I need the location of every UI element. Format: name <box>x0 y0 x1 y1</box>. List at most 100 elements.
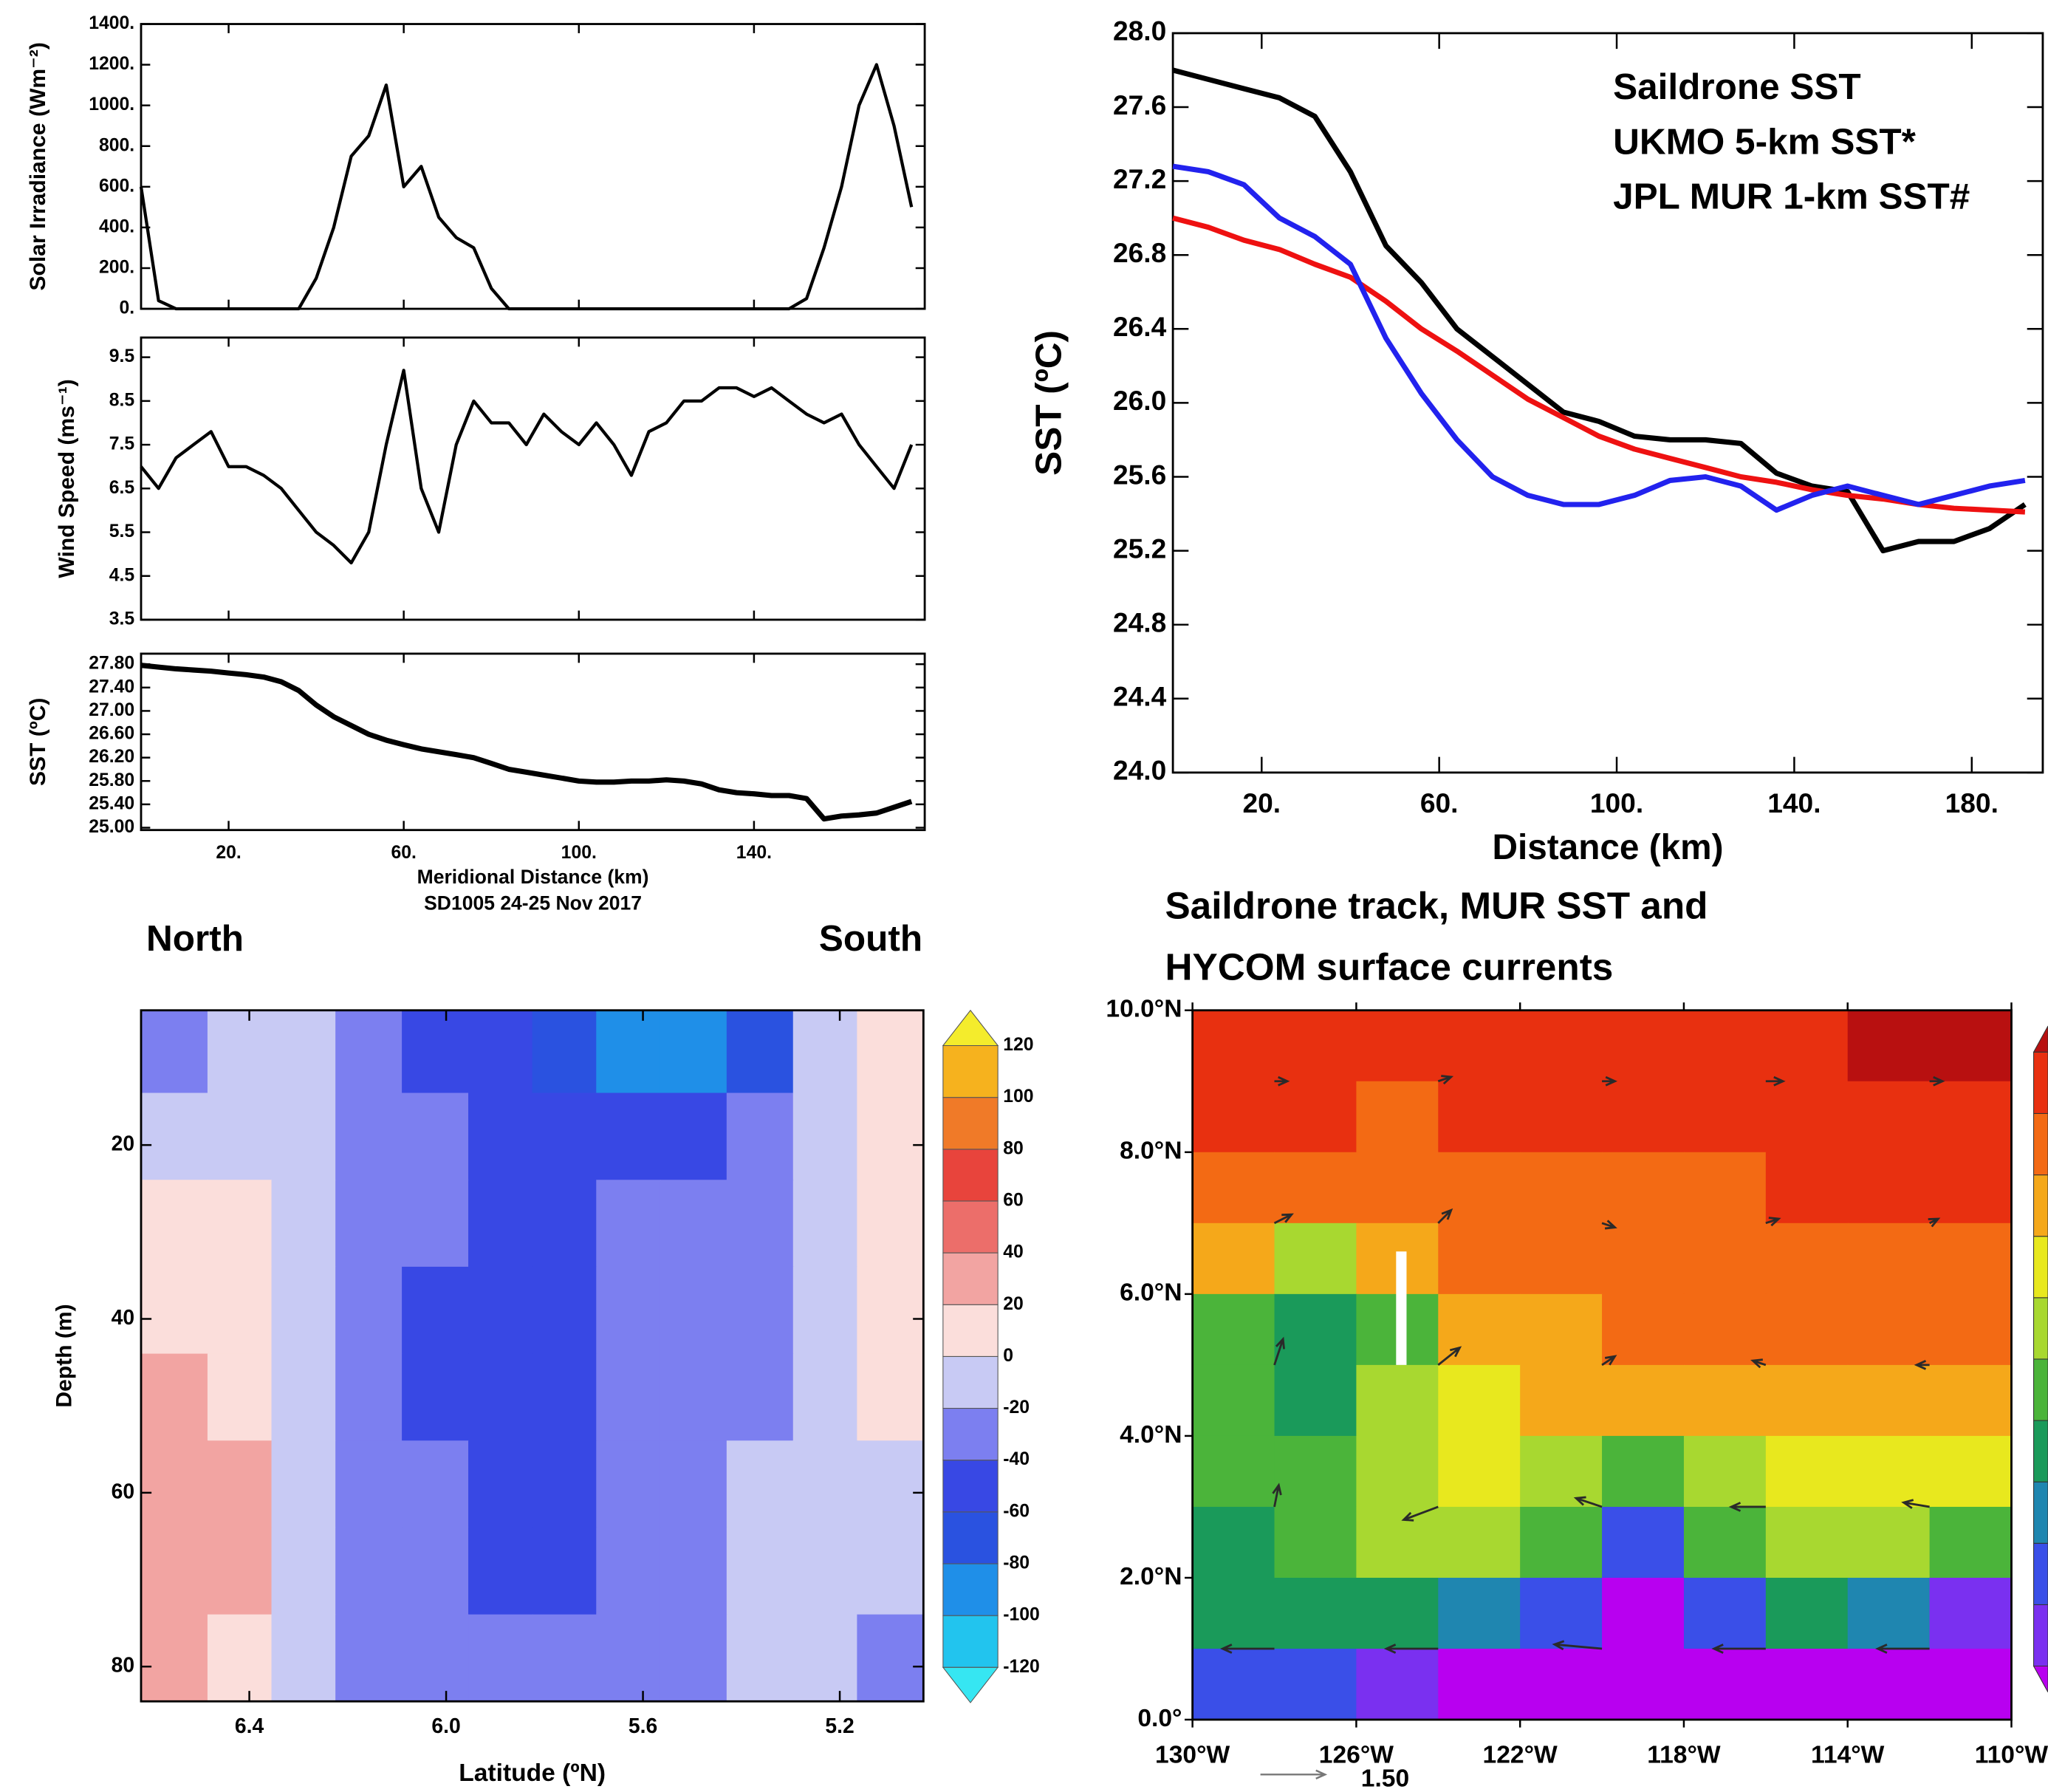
contour-cell <box>857 1614 924 1702</box>
sst-cell <box>1192 1506 1275 1579</box>
contour-cell <box>402 1180 469 1268</box>
sst-cell <box>1438 1649 1521 1720</box>
y-tick-label: 27.2 <box>1113 163 1166 194</box>
chart-title: Saildrone track, MUR SST and <box>1165 884 1708 926</box>
sst-cell <box>1520 1010 1603 1082</box>
contour-cell <box>468 1440 533 1528</box>
current-vector <box>1274 1075 1290 1087</box>
current-vector <box>1750 1358 1767 1369</box>
y-tick-label: 7.5 <box>109 434 135 454</box>
sst-cell <box>1847 1506 1931 1579</box>
contour-cell <box>726 1440 794 1528</box>
y-tick-label: 5.5 <box>109 521 135 541</box>
colorbar-tick-label: 100 <box>1003 1087 1033 1107</box>
y-tick-label: 8.5 <box>109 390 135 410</box>
map-field <box>1192 1010 2012 1720</box>
colorbar-tick-label: 20 <box>1003 1294 1024 1314</box>
legend-entry: Saildrone SST <box>1613 66 1861 107</box>
sst-cell <box>1356 1010 1439 1082</box>
contour-cell <box>726 1266 794 1355</box>
sst-cell <box>1683 1222 1767 1295</box>
sst-cell <box>1765 1577 1849 1649</box>
sst-cell <box>1683 1506 1767 1579</box>
y-tick-label: 25.80 <box>89 770 134 790</box>
sst-cell <box>1765 1152 1849 1224</box>
colorbar-tick-label: 40 <box>1003 1242 1024 1262</box>
y-axis-label: SST (ºC) <box>1029 330 1069 476</box>
sst-cell <box>1274 1152 1357 1224</box>
x-tick-label: 140. <box>736 843 772 863</box>
contour-cell <box>660 1614 727 1702</box>
contour-cell <box>140 1266 208 1355</box>
contour-cell <box>468 1353 533 1442</box>
contour-cell <box>792 1092 858 1181</box>
contour-cell <box>857 1266 924 1355</box>
y-tick-label: 27.6 <box>1113 89 1166 120</box>
sst-cell <box>1520 1506 1603 1579</box>
contour-cell <box>468 1180 533 1268</box>
current-vector <box>1273 1213 1294 1225</box>
contour-cell <box>532 1440 597 1528</box>
contour-field <box>140 1010 924 1702</box>
contour-cell <box>726 1353 794 1442</box>
y-tick-label: 9.5 <box>109 346 135 366</box>
sst-cell <box>1274 1010 1357 1082</box>
current-vector <box>1929 1075 1945 1087</box>
current-vector <box>1765 1075 1786 1087</box>
contour-cell <box>857 1092 924 1181</box>
contour-cell <box>207 1092 273 1181</box>
contour-cell <box>140 1440 208 1528</box>
x-tick-label: 60. <box>391 843 416 863</box>
colorbar-segment <box>942 1615 999 1668</box>
sst-cell <box>1356 1435 1439 1508</box>
sst-cell <box>1356 1364 1439 1437</box>
sst-cell <box>1520 1364 1603 1437</box>
contour-cell <box>402 1353 469 1442</box>
y-tick-label: 26.60 <box>89 724 134 744</box>
current-vector <box>1601 1355 1617 1367</box>
y-axis-label: Wind Speed (ms⁻¹) <box>55 379 79 578</box>
sst-cell <box>1356 1649 1439 1720</box>
contour-cell <box>596 1353 661 1442</box>
current-vector <box>1552 1640 1603 1651</box>
y-tick-label: 26.8 <box>1113 237 1166 268</box>
contour-cell <box>596 1266 661 1355</box>
contour-cell <box>726 1527 794 1615</box>
contour-cell <box>271 1527 337 1615</box>
contour-cell <box>468 1614 533 1702</box>
colorbar-segment <box>942 1044 999 1098</box>
sst-cell <box>1520 1081 1603 1153</box>
contour-cell <box>726 1180 794 1268</box>
data-line <box>1172 215 2026 515</box>
x-tick-label: 5.6 <box>629 1714 657 1737</box>
sst-cell <box>1274 1435 1357 1508</box>
y-tick-label: 4.5 <box>109 565 135 585</box>
x-tick-label: 180. <box>1945 787 1999 818</box>
contour-cell <box>271 1353 337 1442</box>
contour-cell <box>857 1353 924 1442</box>
sst-cell <box>1765 1010 1849 1082</box>
sst-cell <box>1602 1293 1685 1366</box>
sst-cell <box>1765 1222 1849 1295</box>
y-tick-label: 27.00 <box>89 700 134 720</box>
sst-cell <box>1683 1010 1767 1082</box>
contour-cell <box>857 1527 924 1615</box>
sst-cell <box>1765 1293 1849 1366</box>
y-tick-label: 20 <box>112 1132 134 1155</box>
sst-cell <box>1929 1081 2012 1153</box>
contour-cell <box>140 1527 208 1615</box>
contour-cell <box>532 1180 597 1268</box>
y-tick-label: 60 <box>112 1479 134 1502</box>
sst-cell <box>1929 1222 2012 1295</box>
y-tick-label: 3.5 <box>109 609 135 629</box>
contour-cell <box>726 1010 794 1094</box>
current-vector <box>1220 1644 1275 1654</box>
colorbar-segment <box>2033 1358 2048 1421</box>
current-vector <box>1601 1220 1617 1230</box>
sst-cell <box>1765 1081 1849 1153</box>
colorbar-tick-label: -80 <box>1003 1553 1030 1573</box>
sst-cell <box>1192 1010 1275 1082</box>
contour-cell <box>857 1010 924 1094</box>
